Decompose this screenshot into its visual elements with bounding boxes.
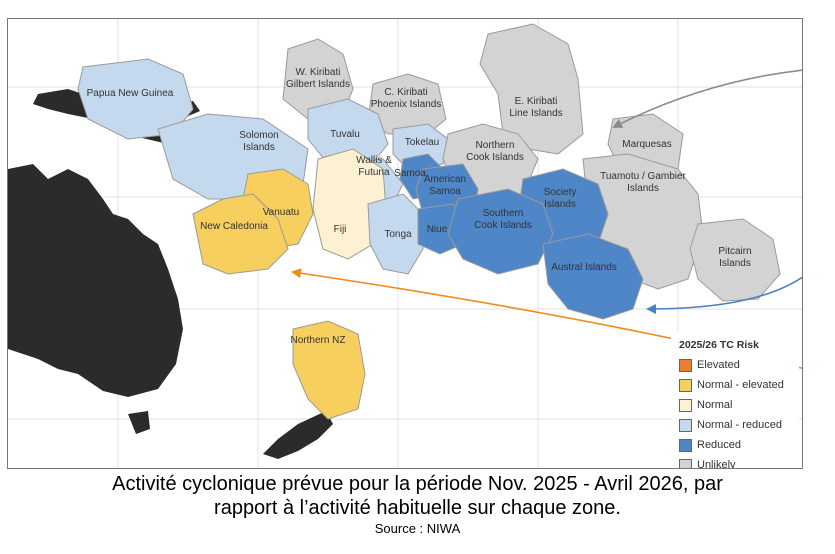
zone-austral-islands xyxy=(542,233,644,320)
caption-source: Source : NIWA xyxy=(374,521,461,536)
legend-swatch xyxy=(679,438,692,452)
label-wallis-futuna: Wallis & Futuna xyxy=(356,155,392,178)
grey-arrow xyxy=(612,69,802,128)
label-northern-nz: Northern NZ xyxy=(290,335,345,346)
label-niue: Niue xyxy=(427,224,448,235)
label-austral-islands: Austral Islands xyxy=(551,262,617,273)
zone-tonga xyxy=(367,193,424,275)
zone-e-kiribati xyxy=(479,23,584,155)
blue-arrow xyxy=(646,276,802,314)
legend-label: Normal - reduced xyxy=(697,419,782,431)
legend-swatch xyxy=(679,358,692,372)
label-northern-cook: Northern Cook Islands xyxy=(466,140,524,163)
label-tonga: Tonga xyxy=(384,229,412,240)
legend-item-normal-reduced: Normal - reduced xyxy=(679,417,782,433)
australia-landmass xyxy=(8,164,183,397)
label-pitcairn-islands: Pitcairn Islands xyxy=(718,246,751,269)
label-papua-new-guinea: Papua New Guinea xyxy=(87,88,174,99)
legend-swatch xyxy=(679,418,692,432)
label-tuamotu-gambier: Tuamotu / Gambier Islands xyxy=(600,171,686,194)
tasmania-landmass xyxy=(128,411,150,434)
label-tuvalu: Tuvalu xyxy=(330,129,360,140)
legend-item-reduced: Reduced xyxy=(679,437,741,453)
legend-item-normal: Normal xyxy=(679,397,732,413)
zone-new-caledonia xyxy=(192,193,289,275)
legend-label: Normal xyxy=(697,399,733,411)
label-vanuatu: Vanuatu xyxy=(263,207,300,218)
new-zealand-south-island xyxy=(263,411,333,459)
risk-zones xyxy=(77,23,781,420)
legend-swatch xyxy=(679,458,692,468)
label-fiji: Fiji xyxy=(334,224,347,235)
zone-pitcairn-islands xyxy=(689,218,781,302)
legend-swatch xyxy=(679,398,692,412)
legend-item-elevated: Elevated xyxy=(679,357,740,373)
label-c-kiribati: C. Kiribati Phoenix Islands xyxy=(371,87,442,110)
label-w-kiribati: W. Kiribati Gilbert Islands xyxy=(286,67,350,90)
label-marquesas: Marquesas xyxy=(622,139,671,150)
figure-caption: Activité cyclonique prévue pour la pério… xyxy=(0,472,835,537)
label-samoa: Samoa xyxy=(394,168,426,179)
caption-line-2: rapport à l’activité habituelle sur chaq… xyxy=(214,497,621,519)
legend-label: Reduced xyxy=(697,439,742,451)
legend-item-normal-elevated: Normal - elevated xyxy=(679,377,784,393)
label-society-islands: Society Islands xyxy=(544,187,577,210)
zone-tuvalu xyxy=(307,98,389,170)
tc-risk-map: Papua New Guinea Solomon Islands W. Kirib… xyxy=(7,18,803,469)
label-southern-cook: Southern Cook Islands xyxy=(474,208,532,231)
label-american-samoa: American Samoa xyxy=(424,174,466,197)
label-e-kiribati: E. Kiribati Line Islands xyxy=(509,96,562,119)
zone-labels: Papua New Guinea Solomon Islands W. Kirib… xyxy=(87,67,752,346)
legend-item-unlikely: Unlikely xyxy=(679,457,736,469)
zone-southern-cook xyxy=(447,188,554,275)
risk-legend: 2025/26 TC Risk Elevated Normal - elevat… xyxy=(671,331,799,469)
zone-northern-nz xyxy=(292,320,366,420)
legend-label: Unlikely xyxy=(697,459,736,469)
label-new-caledonia: New Caledonia xyxy=(200,221,268,232)
map-canvas: Papua New Guinea Solomon Islands W. Kirib… xyxy=(8,19,802,468)
label-solomon-islands: Solomon Islands xyxy=(239,130,278,153)
legend-label: Normal - elevated xyxy=(697,379,784,391)
legend-title: 2025/26 TC Risk xyxy=(679,339,759,351)
label-tokelau: Tokelau xyxy=(405,137,439,148)
legend-label: Elevated xyxy=(697,359,740,371)
caption-line-1: Activité cyclonique prévue pour la pério… xyxy=(112,473,723,495)
legend-swatch xyxy=(679,378,692,392)
